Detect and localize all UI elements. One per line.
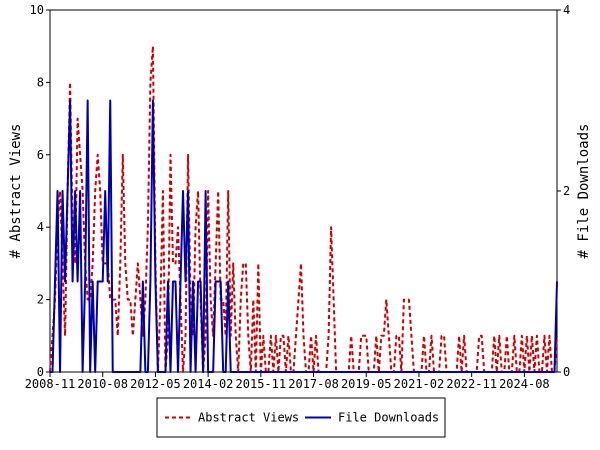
y-tick-label: 4	[37, 220, 44, 234]
series-line	[50, 99, 558, 373]
x-tick-label: 2024-08	[499, 377, 550, 391]
y-axis-label: # Abstract Views	[8, 124, 24, 259]
series-line	[49, 45, 558, 373]
x-tick-label: 2012-05	[130, 377, 181, 391]
y-tick-label: 8	[37, 75, 44, 89]
x-tick-label: 2022-11	[446, 377, 497, 391]
x-tick-label: 2015-11	[236, 377, 287, 391]
y-tick-label: 10	[30, 3, 44, 17]
legend-label: File Downloads	[338, 411, 439, 425]
y2-tick-label: 4	[563, 3, 570, 17]
legend-box	[156, 397, 446, 438]
y-tick-label: 6	[37, 148, 44, 162]
y2-tick-label: 2	[563, 184, 570, 198]
x-tick-label: 2021-02	[394, 377, 445, 391]
x-tick-label: 2017-08	[288, 377, 339, 391]
legend-label: Abstract Views	[198, 411, 299, 425]
y2-axis-label: # File Downloads	[576, 124, 592, 259]
y2-tick-label: 0	[563, 365, 570, 379]
x-tick-label: 2014-02	[183, 377, 234, 391]
y-tick-label: 0	[37, 365, 44, 379]
x-tick-label: 2019-05	[341, 377, 392, 391]
x-tick-label: 2010-08	[77, 377, 128, 391]
y-tick-label: 2	[37, 293, 44, 307]
x-tick-label: 2008-11	[25, 377, 76, 391]
